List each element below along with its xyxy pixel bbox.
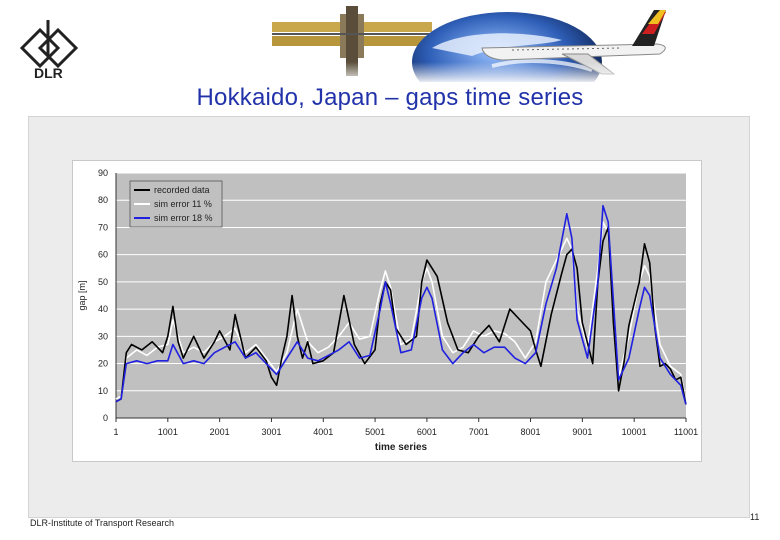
x-tick-label: 5001 <box>365 427 385 437</box>
y-tick-label: 20 <box>98 359 108 369</box>
y-axis: 0 10 20 30 40 50 60 70 80 90 <box>98 168 117 423</box>
y-tick-label: 10 <box>98 386 108 396</box>
legend-label: sim error 11 % <box>154 199 212 209</box>
logo-text: DLR <box>34 65 63 80</box>
y-tick-label: 50 <box>98 277 108 287</box>
y-tick-label: 80 <box>98 195 108 205</box>
y-tick-label: 60 <box>98 250 108 260</box>
x-tick-label: 1001 <box>158 427 178 437</box>
space-station-icon <box>272 6 432 76</box>
y-tick-label: 30 <box>98 331 108 341</box>
x-tick-label: 9001 <box>572 427 592 437</box>
series-line-3 <box>115 204 687 405</box>
x-axis: 1 1001 2001 3001 4001 5001 6001 7001 8001 9001 100… <box>113 417 698 437</box>
x-axis-label: time series <box>375 442 428 453</box>
y-tick-label: 90 <box>98 168 108 178</box>
x-tick-label: 7001 <box>469 427 489 437</box>
x-tick-label: 6001 <box>417 427 437 437</box>
x-tick-label: 3001 <box>261 427 281 437</box>
page-number: 11 <box>750 512 760 522</box>
x-tick-label: 10001 <box>622 427 647 437</box>
y-axis-label: gap [m] <box>77 280 87 310</box>
slide-title: Hokkaido, Japan – gaps time series <box>196 84 584 111</box>
legend-label: recorded data <box>154 185 210 195</box>
y-tick-label: 70 <box>98 222 108 232</box>
chart-container: 0 10 20 30 40 50 60 70 80 90 1 1001 2001 3001 4001 500… <box>72 160 702 462</box>
x-tick-label: 11001 <box>674 427 698 437</box>
x-tick-label: 8001 <box>521 427 541 437</box>
series-line-1 <box>115 226 687 405</box>
y-tick-label: 0 <box>103 413 108 423</box>
y-tick-label: 40 <box>98 304 108 314</box>
space-station-globe-airplane-banner <box>262 6 682 82</box>
dlr-logo-icon: DLR <box>19 20 79 80</box>
chart-legend: recorded data sim error 11 % sim error 18 … <box>129 180 223 228</box>
legend-label: sim error 18 % <box>154 213 213 223</box>
x-tick-label: 1 <box>113 427 118 437</box>
series-layer <box>115 204 687 405</box>
x-tick-label: 2001 <box>210 427 230 437</box>
footer-institute: DLR-Institute of Transport Research <box>30 518 175 528</box>
x-tick-label: 4001 <box>313 427 333 437</box>
